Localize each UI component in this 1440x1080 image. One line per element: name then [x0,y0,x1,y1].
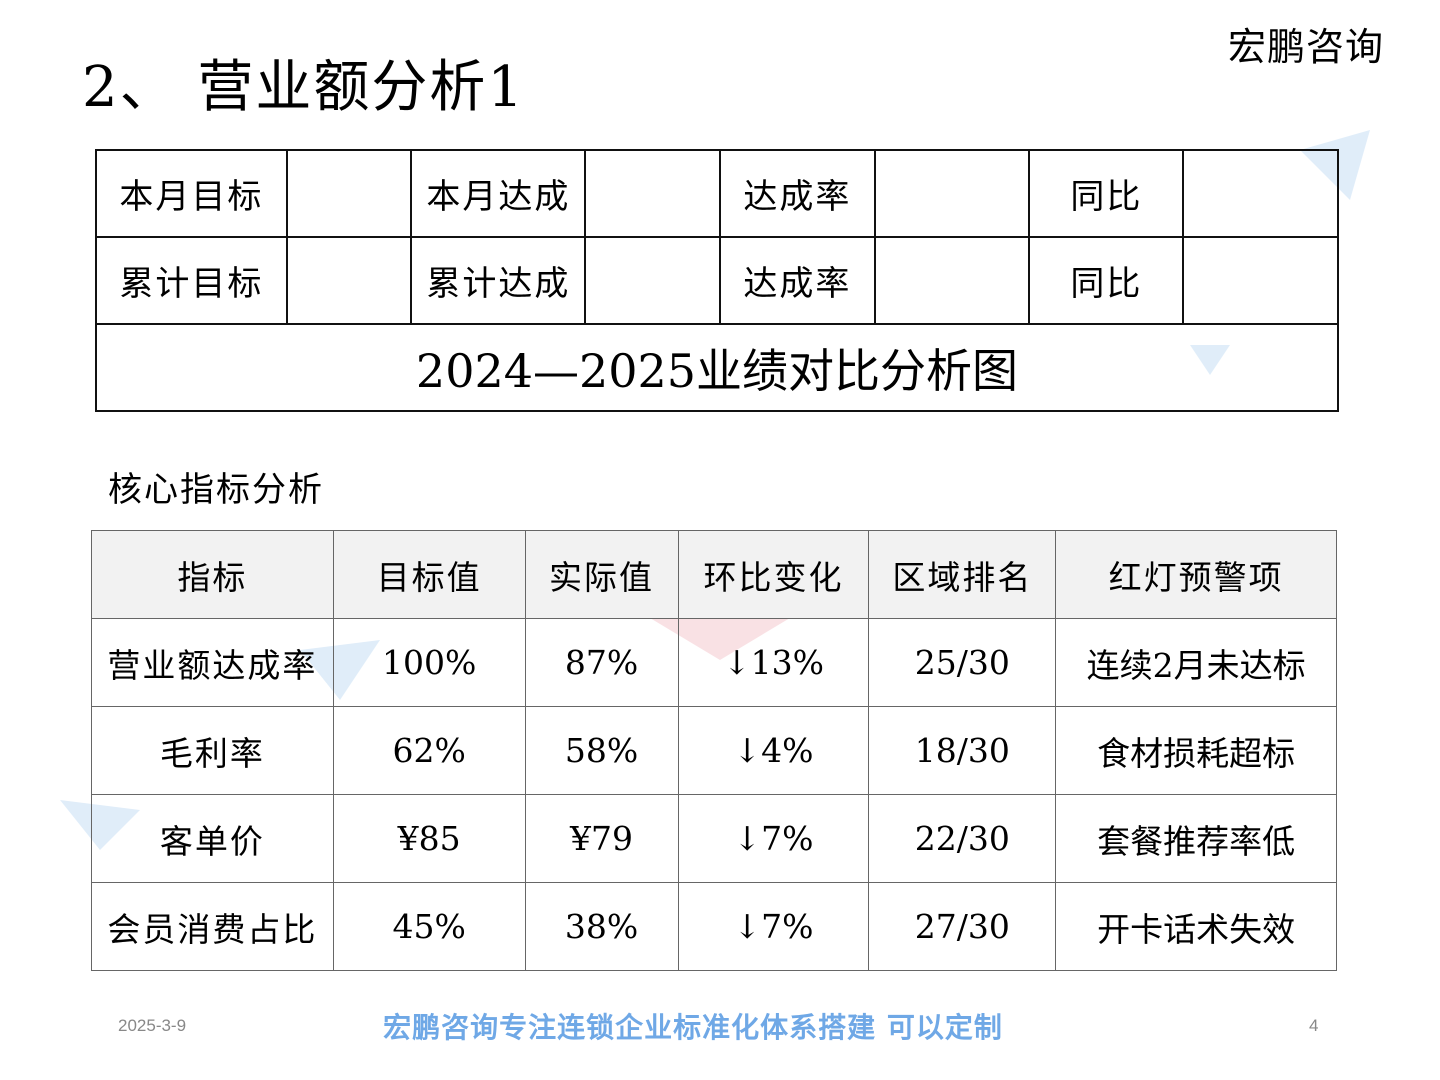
metrics-header-row: 指标 目标值 实际值 环比变化 区域排名 红灯预警项 [91,530,1337,619]
page-title: 2、 营业额分析1 [82,55,526,120]
brand-name: 宏鹏咨询 [1227,25,1384,69]
metric-name: 毛利率 [91,706,334,795]
warning-item: 套餐推荐率低 [1055,794,1337,883]
metric-name: 营业额达成率 [91,618,334,707]
value-monthly-rate[interactable] [873,149,1031,238]
section-heading: 核心指标分析 [108,470,324,510]
mom-change: ↓4% [677,706,870,795]
column-header: 区域排名 [868,530,1057,619]
warning-item: 连续2月未达标 [1055,618,1337,707]
value-monthly-achieved[interactable] [584,149,721,238]
metrics-table: 指标 目标值 实际值 环比变化 区域排名 红灯预警项 营业额达成率 100% 8… [91,530,1337,971]
summary-table: 本月目标 本月达成 达成率 同比 累计目标 累计达成 达成率 同比 2024—2… [95,149,1339,412]
table-row: 会员消费占比 45% 38% ↓7% 27/30 开卡话术失效 [91,882,1337,971]
target-value: ¥85 [332,794,526,883]
table-row: 毛利率 62% 58% ↓4% 18/30 食材损耗超标 [91,706,1337,795]
metric-name: 会员消费占比 [91,882,334,971]
summary-row-monthly: 本月目标 本月达成 达成率 同比 [95,149,1339,238]
region-rank: 25/30 [868,618,1057,707]
page-number: 4 [1309,1016,1319,1035]
label-cumulative-yoy: 同比 [1028,236,1185,325]
target-value: 100% [332,618,526,707]
column-header: 实际值 [524,530,679,619]
label-cumulative-rate: 达成率 [718,236,876,325]
comparison-chart-banner: 2024—2025业绩对比分析图 [95,323,1339,412]
table-row: 营业额达成率 100% 87% ↓13% 25/30 连续2月未达标 [91,618,1337,707]
footer-slogan: 宏鹏咨询专注连锁企业标准化体系搭建 可以定制 [383,1011,1003,1044]
column-header: 目标值 [332,530,526,619]
value-cumulative-target[interactable] [285,236,413,325]
label-cumulative-target: 累计目标 [95,236,288,325]
mom-change: ↓7% [677,882,870,971]
label-monthly-yoy: 同比 [1028,149,1185,238]
value-cumulative-rate[interactable] [873,236,1031,325]
region-rank: 18/30 [868,706,1057,795]
summary-row-cumulative: 累计目标 累计达成 达成率 同比 [95,236,1339,325]
table-row: 客单价 ¥85 ¥79 ↓7% 22/30 套餐推荐率低 [91,794,1337,883]
actual-value: 87% [524,618,679,707]
column-header: 红灯预警项 [1055,530,1337,619]
label-cumulative-achieved: 累计达成 [410,236,587,325]
column-header: 环比变化 [677,530,870,619]
metric-name: 客单价 [91,794,334,883]
mom-change: ↓13% [677,618,870,707]
label-monthly-rate: 达成率 [718,149,876,238]
label-monthly-achieved: 本月达成 [410,149,587,238]
target-value: 62% [332,706,526,795]
value-cumulative-achieved[interactable] [584,236,721,325]
column-header: 指标 [91,530,334,619]
region-rank: 27/30 [868,882,1057,971]
actual-value: 38% [524,882,679,971]
target-value: 45% [332,882,526,971]
summary-banner-row: 2024—2025业绩对比分析图 [95,323,1339,412]
warning-item: 食材损耗超标 [1055,706,1337,795]
value-monthly-target[interactable] [285,149,413,238]
footer-date: 2025-3-9 [118,1016,187,1035]
mom-change: ↓7% [677,794,870,883]
warning-item: 开卡话术失效 [1055,882,1337,971]
value-cumulative-yoy[interactable] [1182,236,1339,325]
label-monthly-target: 本月目标 [95,149,288,238]
region-rank: 22/30 [868,794,1057,883]
value-monthly-yoy[interactable] [1182,149,1339,238]
actual-value: ¥79 [524,794,679,883]
actual-value: 58% [524,706,679,795]
